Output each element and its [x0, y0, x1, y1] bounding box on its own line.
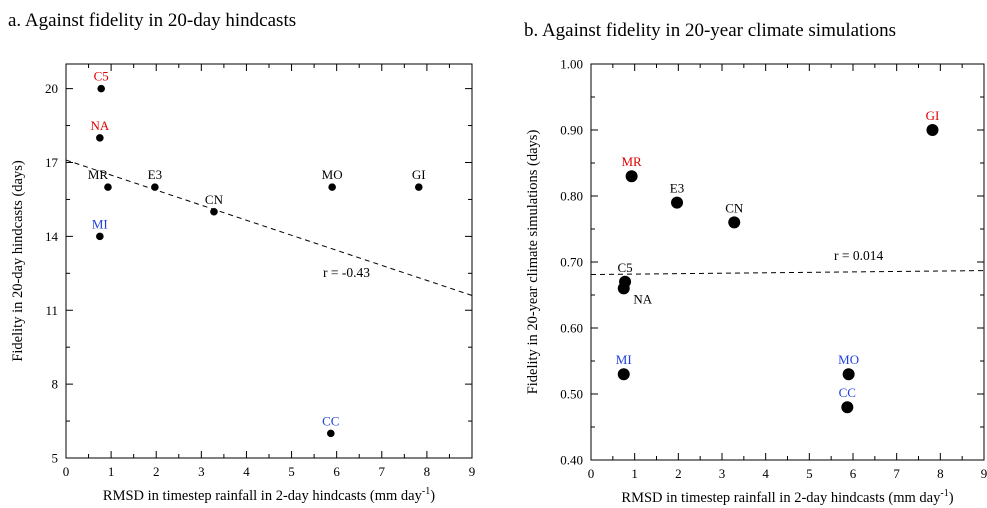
data-point-c5	[97, 84, 105, 93]
y-tick-label: 5	[52, 451, 59, 466]
point-label-cc: CC	[839, 385, 856, 400]
x-tick-label: 4	[243, 464, 250, 479]
data-point-mr	[104, 183, 112, 191]
y-tick-label: 0.60	[560, 321, 583, 336]
x-tick-label: 6	[850, 466, 857, 481]
data-point-gi	[414, 183, 423, 191]
data-point-cc	[327, 429, 335, 438]
x-tick-label: 7	[893, 466, 900, 481]
point-label-mr: MR	[621, 154, 642, 169]
data-point-mo	[328, 183, 336, 191]
y-tick-label: 14	[45, 229, 59, 244]
data-point-mo	[842, 368, 855, 381]
chart-panel-b: b. Against fidelity in 20-year climate s…	[524, 20, 987, 506]
plot-frame-a	[65, 63, 473, 459]
y-axis-label-b: Fidelity in 20-year climate simulations …	[525, 130, 541, 395]
point-label-cn: CN	[205, 192, 224, 207]
data-point-e3	[151, 183, 159, 191]
plot-frame-b	[590, 63, 985, 461]
x-tick-label: 5	[288, 464, 295, 479]
point-label-mi: MI	[616, 352, 632, 367]
x-tick-label: 9	[469, 464, 476, 479]
data-point-na	[617, 282, 630, 295]
y-tick-label: 11	[45, 303, 58, 318]
data-point-mr	[625, 170, 638, 183]
point-label-e3: E3	[670, 181, 684, 196]
point-label-na: NA	[90, 118, 109, 133]
x-tick-label: 2	[675, 466, 682, 481]
correlation-label-b: r = 0.014	[834, 248, 883, 263]
x-tick-label: 7	[379, 464, 386, 479]
x-tick-label: 3	[198, 464, 205, 479]
chart-title-a: a. Against fidelity in 20-day hindcasts	[8, 10, 296, 31]
x-tick-label: 9	[981, 466, 987, 481]
y-tick-label: 1.00	[560, 57, 583, 72]
x-tick-label: 2	[153, 464, 160, 479]
x-tick-label: 5	[806, 466, 813, 481]
point-label-c5: C5	[617, 260, 632, 275]
point-label-mi: MI	[92, 216, 108, 231]
point-label-gi: GI	[926, 108, 940, 123]
point-label-mo: MO	[838, 352, 859, 367]
x-tick-label: 8	[424, 464, 431, 479]
data-point-cn	[728, 216, 741, 229]
x-axis-label-b: RMSD in timestep rainfall in 2-day hindc…	[621, 488, 953, 506]
point-label-gi: GI	[412, 167, 426, 182]
x-axis-label-a: RMSD in timestep rainfall in 2-day hindc…	[103, 486, 435, 504]
y-tick-label: 0.90	[560, 123, 583, 138]
y-tick-label: 17	[45, 155, 59, 170]
data-point-cc	[841, 401, 854, 414]
x-tick-label: 4	[762, 466, 769, 481]
y-tick-label: 8	[52, 377, 59, 392]
y-tick-label: 0.70	[560, 255, 583, 270]
point-label-cn: CN	[725, 200, 744, 215]
y-tick-label: 20	[45, 81, 58, 96]
y-tick-label: 0.40	[560, 453, 583, 468]
y-tick-label: 0.80	[560, 189, 583, 204]
point-label-cc: CC	[322, 413, 339, 428]
point-label-na: NA	[633, 291, 652, 306]
data-point-na	[96, 134, 104, 142]
chart-title-b: b. Against fidelity in 20-year climate s…	[524, 20, 896, 41]
regression-line-b	[590, 270, 985, 276]
x-tick-label: 1	[108, 464, 115, 479]
data-point-e3	[671, 196, 684, 209]
x-tick-label: 8	[937, 466, 944, 481]
x-tick-label: 6	[333, 464, 340, 479]
data-point-gi	[926, 124, 939, 136]
x-tick-label: 0	[63, 464, 70, 479]
data-point-mi	[96, 232, 104, 241]
point-label-c5: C5	[94, 69, 109, 84]
y-tick-label: 0.50	[560, 387, 583, 402]
point-label-mo: MO	[322, 167, 343, 182]
chart-panel-a: a. Against fidelity in 20-day hindcasts 0…	[8, 10, 475, 504]
y-axis-label-a: Fidelity in 20-day hindcasts (days)	[10, 160, 26, 362]
x-tick-label: 0	[588, 466, 595, 481]
point-label-e3: E3	[148, 167, 162, 182]
data-point-cn	[210, 207, 218, 216]
correlation-label-a: r = -0.43	[323, 265, 370, 280]
x-tick-label: 1	[631, 466, 638, 481]
data-point-mi	[617, 368, 630, 381]
point-label-mr: MR	[88, 167, 109, 182]
x-tick-label: 3	[719, 466, 726, 481]
